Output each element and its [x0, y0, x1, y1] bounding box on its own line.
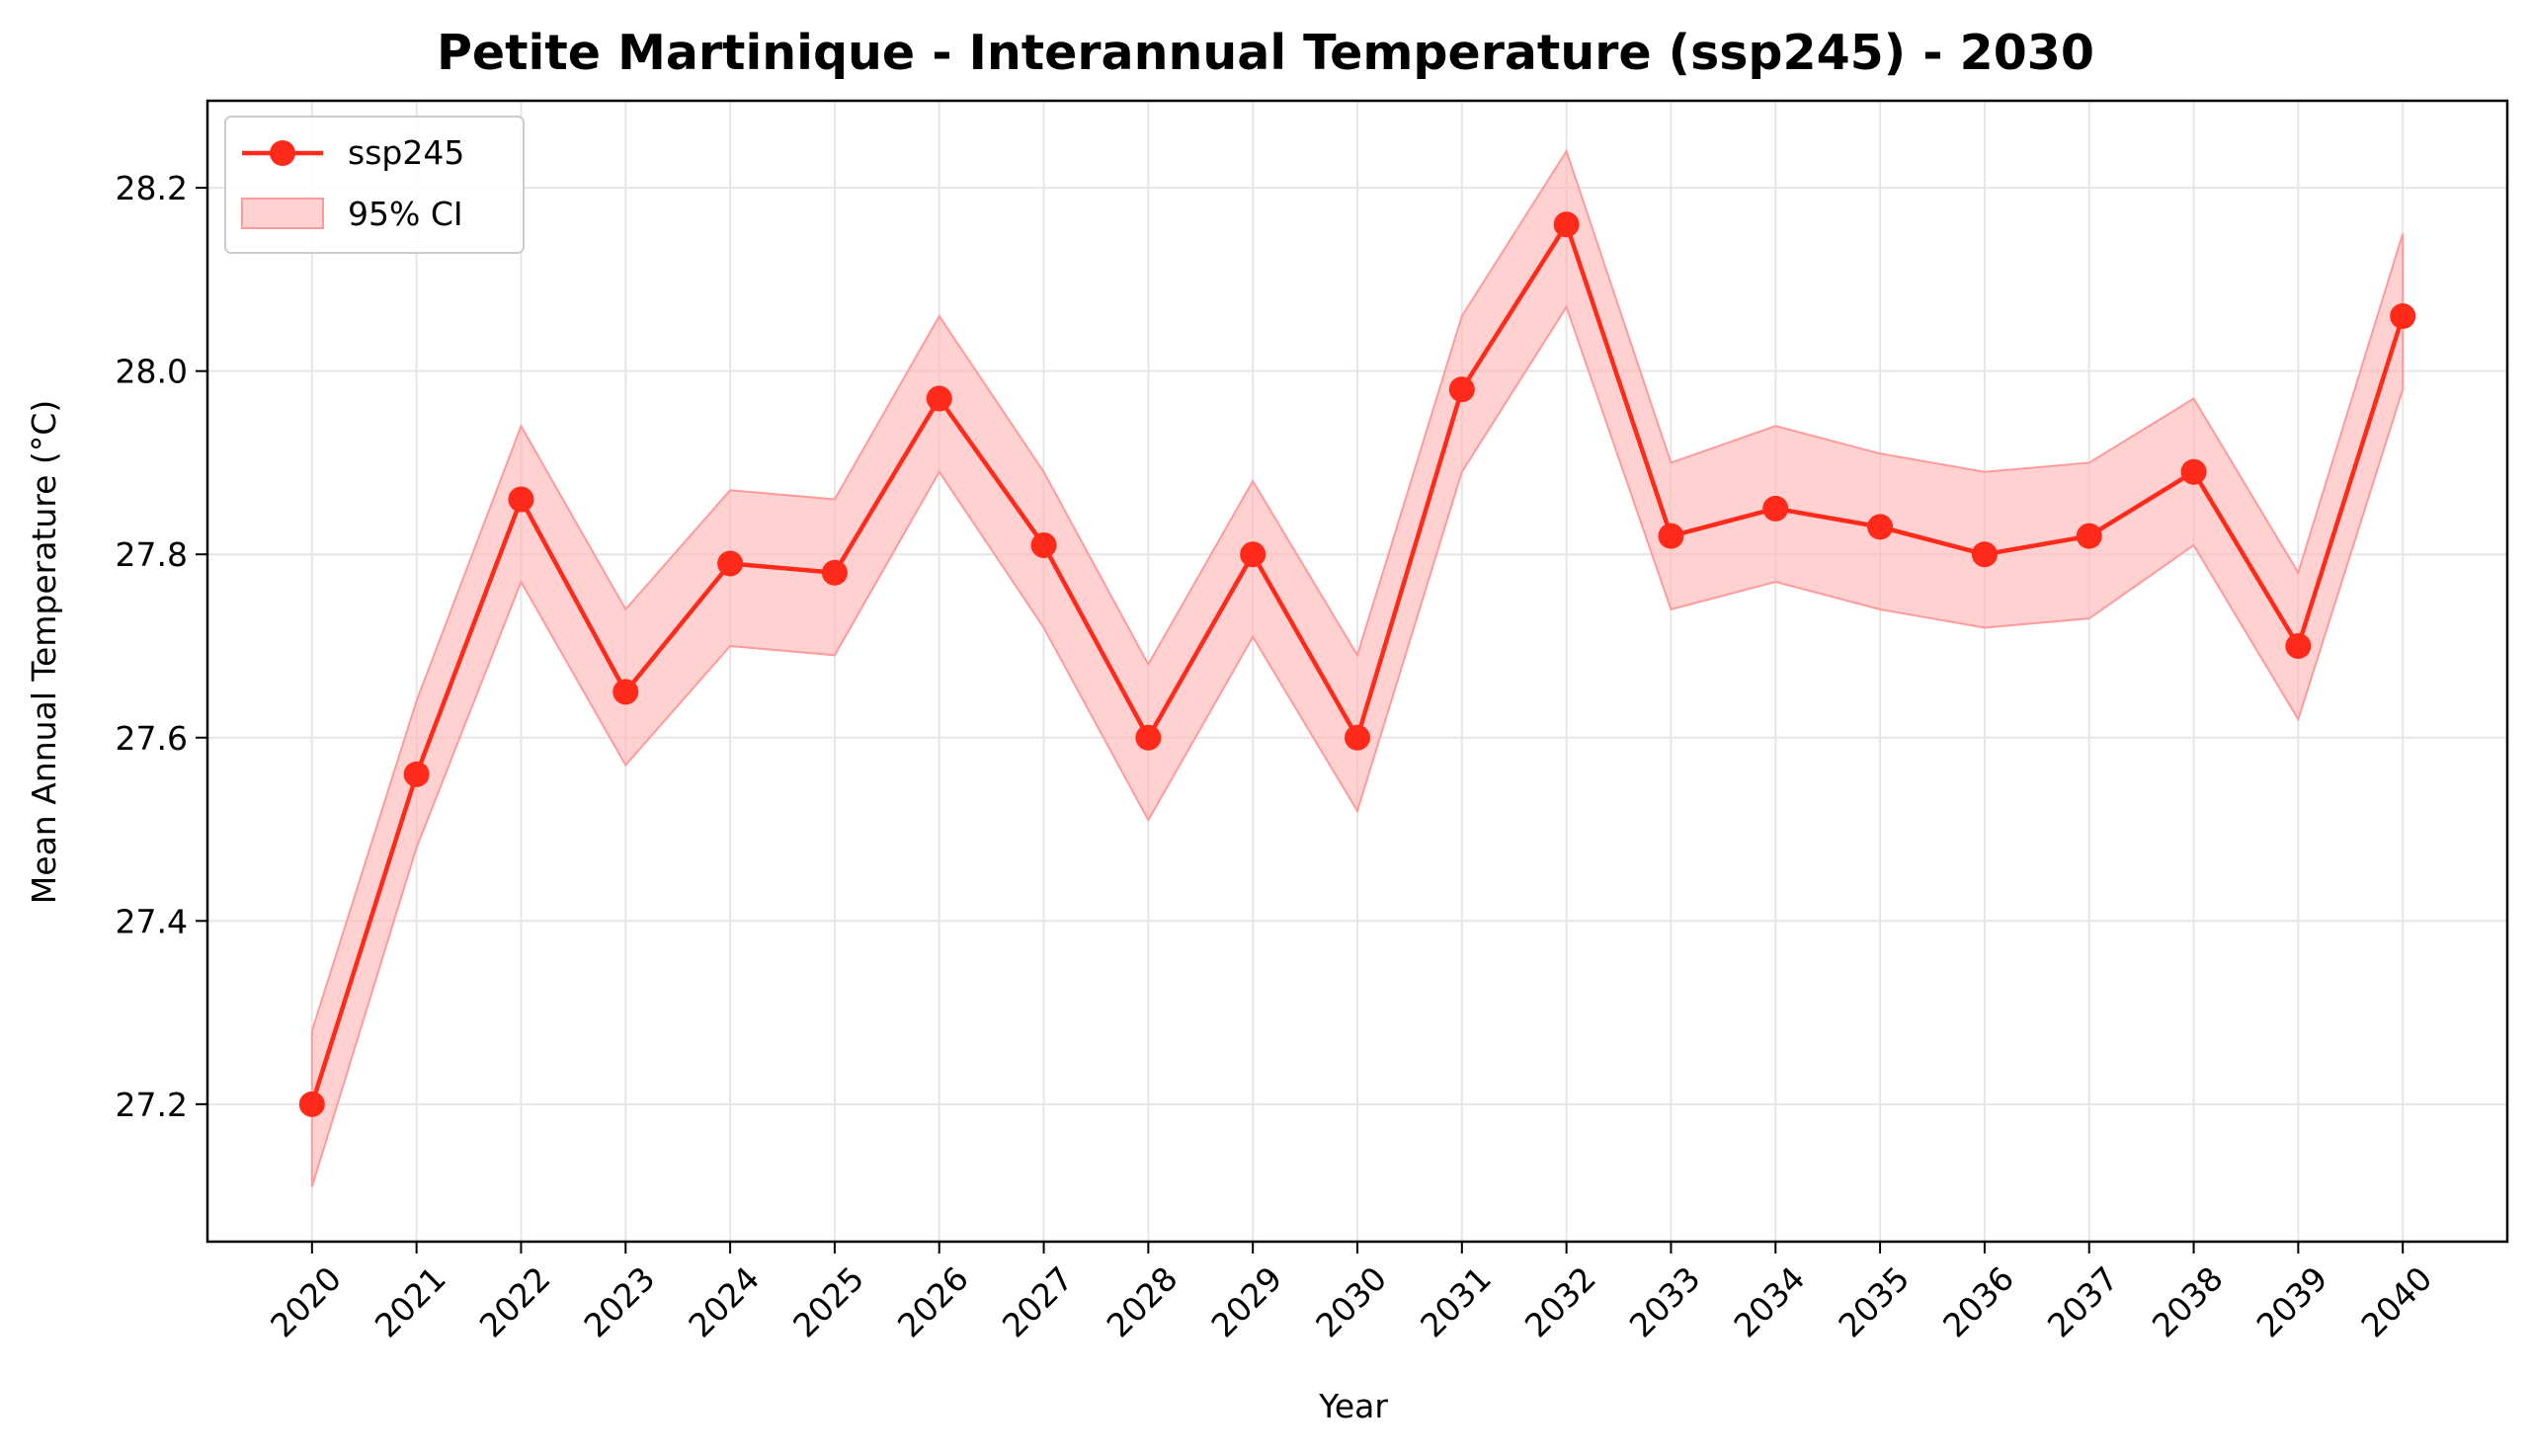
chart-title: Petite Martinique - Interannual Temperat…	[437, 25, 2094, 81]
plot-area: 2020 2021 2022 2023 2024 2025 2026 2027 2028 2029…	[116, 99, 2509, 1345]
x-tick-label: 2029	[1203, 1259, 1289, 1345]
x-tick-label: 2030	[1308, 1259, 1394, 1345]
x-tick-label: 2034	[1727, 1259, 1813, 1345]
x-tick-label: 2028	[1100, 1259, 1185, 1345]
y-tick-label: 28.0	[116, 353, 188, 391]
x-tick-label-group: 2022	[472, 1259, 558, 1345]
data-point	[508, 486, 534, 513]
y-axis-label: Mean Annual Temperature (°C)	[25, 400, 63, 904]
legend-marker-swatch	[270, 140, 295, 166]
x-tick-label-group: 2034	[1727, 1259, 1813, 1345]
x-tick-label: 2023	[577, 1259, 663, 1345]
x-tick-label-group: 2032	[1517, 1259, 1603, 1345]
y-tick-label: 27.4	[116, 902, 188, 940]
x-tick-label: 2031	[1413, 1259, 1499, 1345]
data-point	[1658, 523, 1684, 549]
x-tick-label: 2037	[2040, 1259, 2126, 1345]
x-tick-label-group: 2031	[1413, 1259, 1499, 1345]
x-tick-label: 2026	[890, 1259, 976, 1345]
x-tick-label: 2032	[1517, 1259, 1603, 1345]
x-tick-label-group: 2028	[1100, 1259, 1185, 1345]
y-tick-label: 27.2	[116, 1086, 188, 1124]
data-point	[1135, 724, 1162, 751]
x-tick-label-group: 2037	[2040, 1259, 2126, 1345]
x-tick-label: 2024	[681, 1259, 767, 1345]
x-tick-label-group: 2038	[2145, 1259, 2231, 1345]
legend: ssp245 95% CI	[224, 116, 525, 254]
x-tick-label-group: 2033	[1622, 1259, 1708, 1345]
legend-ci-swatch	[241, 198, 324, 229]
x-tick-label: 2036	[1935, 1259, 2021, 1345]
x-axis-label: Year	[1318, 1387, 1388, 1425]
data-point	[2390, 303, 2416, 330]
x-tick-label-group: 2029	[1203, 1259, 1289, 1345]
data-point	[298, 1091, 325, 1117]
x-tick-label-group: 2025	[785, 1259, 871, 1345]
x-tick-label-group: 2030	[1308, 1259, 1394, 1345]
x-tick-label-group: 2040	[2353, 1259, 2439, 1345]
y-tick-label: 27.6	[116, 719, 188, 758]
x-tick-label-group: 2023	[577, 1259, 663, 1345]
x-tick-label: 2040	[2353, 1259, 2439, 1345]
data-point	[1448, 376, 1475, 403]
x-tick-label: 2027	[995, 1259, 1081, 1345]
y-tick-label: 28.2	[116, 169, 188, 207]
x-tick-label: 2020	[263, 1259, 349, 1345]
x-tick-label: 2033	[1622, 1259, 1708, 1345]
data-point	[1867, 514, 1894, 540]
x-tick-label: 2021	[368, 1259, 453, 1345]
x-tick-label-group: 2035	[1831, 1259, 1917, 1345]
x-tick-label-group: 2039	[2249, 1259, 2335, 1345]
data-point	[1345, 724, 1370, 751]
x-tick-label: 2025	[785, 1259, 871, 1345]
x-tick-label: 2038	[2145, 1259, 2231, 1345]
x-tick-label-group: 2027	[995, 1259, 1081, 1345]
x-tick-label-group: 2024	[681, 1259, 767, 1345]
x-tick-label: 2035	[1831, 1259, 1917, 1345]
x-tick-label-group: 2026	[890, 1259, 976, 1345]
x-tick-label-group: 2020	[263, 1259, 349, 1345]
x-tick-label-group: 2036	[1935, 1259, 2021, 1345]
ci-band	[310, 148, 2405, 1187]
data-point	[2180, 458, 2207, 485]
x-tick-label-group: 2021	[368, 1259, 453, 1345]
legend-label-ssp245: ssp245	[348, 133, 464, 172]
data-point	[717, 550, 744, 577]
data-point	[1240, 541, 1266, 568]
data-point	[1762, 495, 1789, 522]
x-tick-label: 2039	[2249, 1259, 2335, 1345]
data-point	[403, 761, 430, 787]
data-point	[1553, 211, 1580, 238]
y-tick-label: 27.8	[116, 535, 188, 574]
data-point	[2285, 632, 2312, 659]
data-point	[821, 559, 848, 586]
data-point	[1030, 531, 1057, 558]
data-point	[926, 385, 952, 412]
data-point	[2076, 523, 2102, 549]
legend-label-ci: 95% CI	[348, 195, 463, 233]
data-point	[613, 679, 639, 705]
data-point	[1971, 541, 1998, 568]
x-tick-label: 2022	[472, 1259, 558, 1345]
